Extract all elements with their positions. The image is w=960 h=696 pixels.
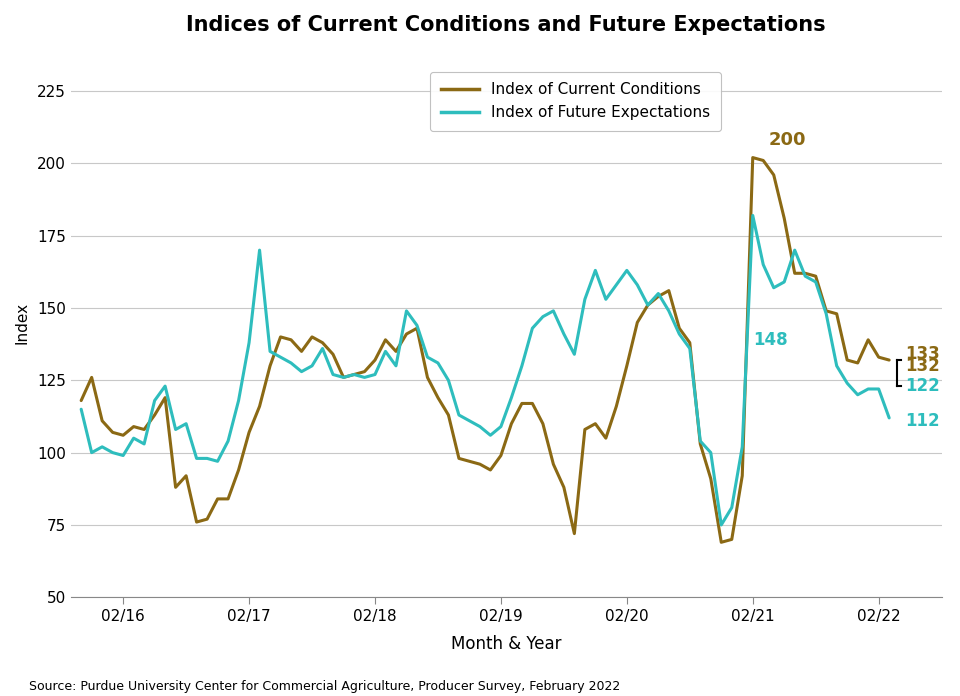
Title: Indices of Current Conditions and Future Expectations: Indices of Current Conditions and Future…: [186, 15, 826, 35]
Y-axis label: Index: Index: [15, 301, 30, 344]
X-axis label: Month & Year: Month & Year: [451, 635, 562, 653]
Text: 112: 112: [905, 412, 940, 430]
Text: 122: 122: [905, 377, 940, 395]
Text: 148: 148: [753, 331, 787, 349]
Legend: Index of Current Conditions, Index of Future Expectations: Index of Current Conditions, Index of Fu…: [430, 72, 721, 131]
Text: Source: Purdue University Center for Commercial Agriculture, Producer Survey, Fe: Source: Purdue University Center for Com…: [29, 679, 620, 693]
Text: 132: 132: [905, 357, 940, 375]
Text: 133: 133: [905, 345, 940, 363]
Text: 200: 200: [769, 131, 806, 149]
